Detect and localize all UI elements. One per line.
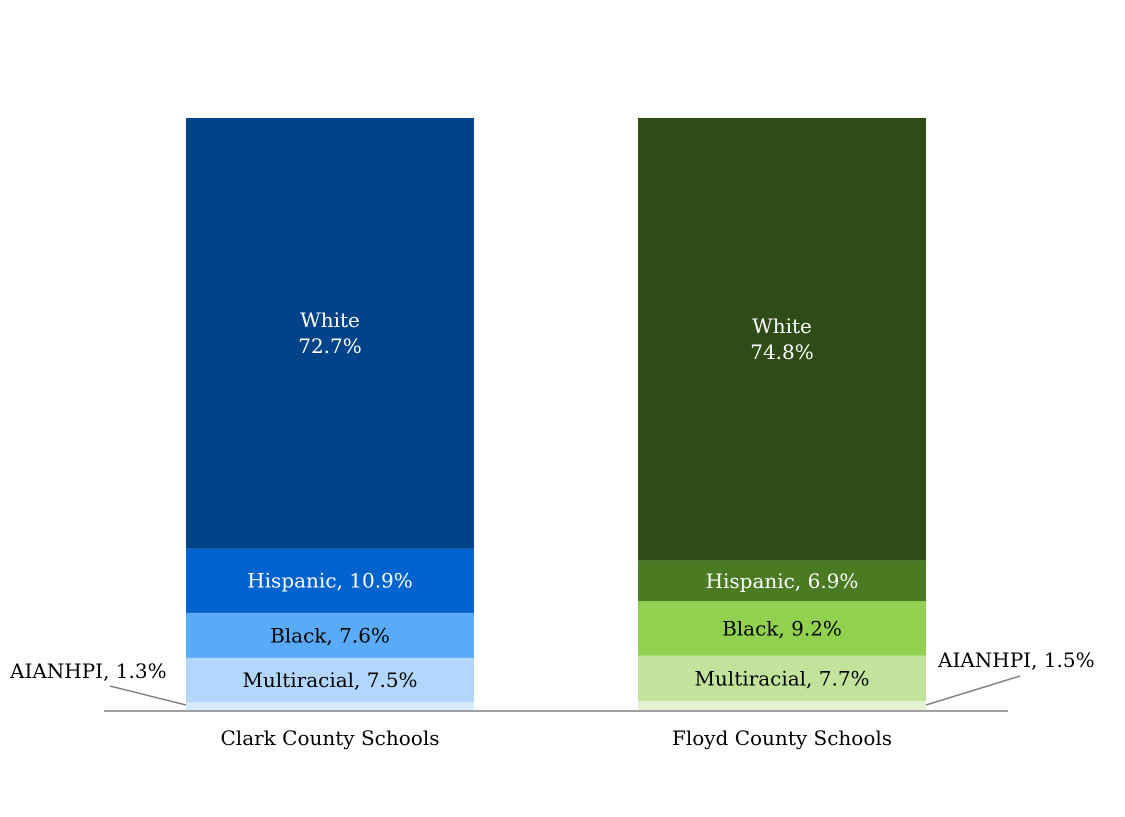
segment-label-white: White 74.8% (750, 314, 814, 364)
bar-segment-multiracial-floyd (638, 655, 926, 702)
segment-label-multiracial: Multiracial, 7.7% (694, 666, 869, 690)
callout-label-aianhpi-clark: AIANHPI, 1.3% (9, 659, 167, 683)
callout-label-aianhpi-floyd: AIANHPI, 1.5% (937, 648, 1095, 672)
bar-segment-white-floyd (638, 118, 926, 561)
bar-segment-aianhpi-clark (186, 702, 474, 710)
category-label: Floyd County Schools (672, 726, 892, 750)
segment-label-white: White 72.7% (298, 308, 362, 358)
bar-segment-white-clark (186, 118, 474, 549)
segment-label-hispanic: Hispanic, 10.9% (247, 569, 413, 593)
segment-label-black: Black, 9.2% (722, 616, 842, 640)
callout-layer: AIANHPI, 1.3% AIANHPI, 1.5% (9, 648, 1095, 706)
segment-label-black: Black, 7.6% (270, 623, 390, 647)
segment-label-multiracial: Multiracial, 7.5% (242, 668, 417, 692)
segment-label-hispanic: Hispanic, 6.9% (706, 569, 859, 593)
bar-segment-black-clark (186, 612, 474, 658)
bar-segment-hispanic-clark (186, 548, 474, 613)
bar-segment-black-floyd (638, 601, 926, 656)
callout-leader-clark (109, 685, 187, 706)
callout-leader-floyd (925, 675, 1021, 706)
axis-layer: Clark County Schools Floyd County Schools (104, 710, 1008, 750)
bars-layer (186, 118, 926, 710)
category-label: Clark County Schools (221, 726, 440, 750)
bar-segment-multiracial-clark (186, 657, 474, 703)
segment-labels-layer: Multiracial, 7.5% Black, 7.6% Hispanic, 10… (242, 308, 869, 692)
bar-segment-aianhpi-floyd (638, 701, 926, 710)
bar-segment-hispanic-floyd (638, 560, 926, 602)
